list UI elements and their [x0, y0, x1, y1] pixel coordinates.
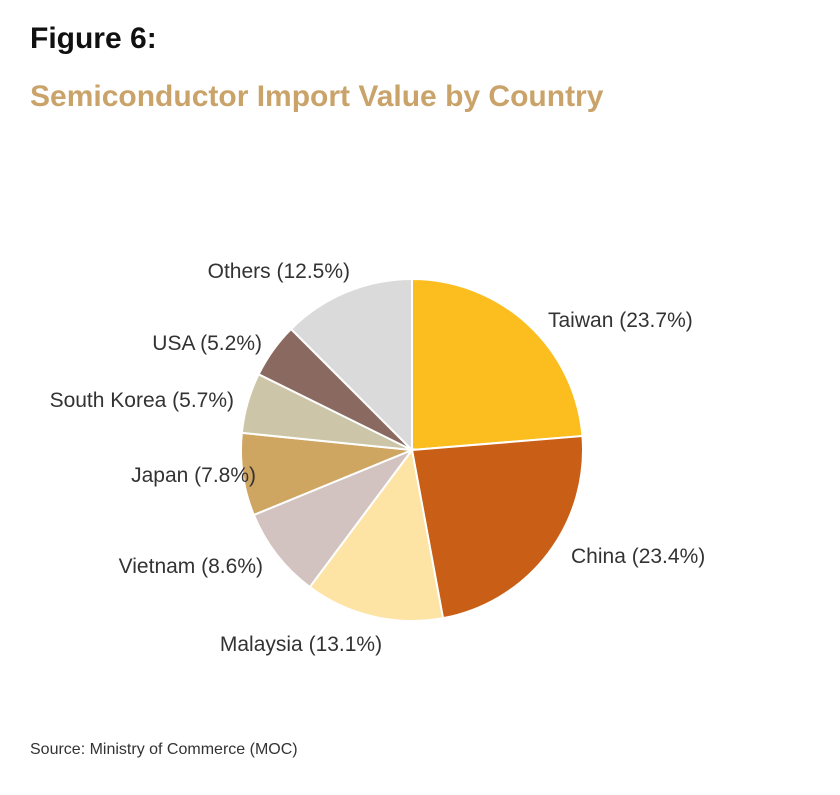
slice-label-japan: Japan (7.8%) — [131, 464, 256, 487]
slice-label-malaysia: Malaysia (13.1%) — [220, 633, 382, 656]
pie-chart: Taiwan (23.7%) China (23.4%) Malaysia (13.… — [50, 260, 706, 656]
pie-slice-others — [289, 277, 413, 453]
pie-slices — [240, 277, 584, 622]
slice-label-others: Others (12.5%) — [208, 260, 350, 283]
pie-slice-vietnam — [252, 447, 415, 589]
slice-label-south-korea: South Korea (5.7%) — [50, 389, 234, 412]
source-note: Source: Ministry of Commerce (MOC) — [30, 741, 298, 758]
pie-slice-taiwan — [411, 277, 584, 452]
slice-label-china: China (23.4%) — [571, 545, 705, 568]
pie-slice-malaysia — [308, 447, 445, 622]
pie-slice-china — [410, 434, 584, 620]
pie-labels: Taiwan (23.7%) China (23.4%) Malaysia (13.… — [50, 260, 706, 656]
slice-label-usa: USA (5.2%) — [152, 332, 262, 355]
chart-title: Semiconductor Import Value by Country — [30, 80, 604, 113]
figure-number: Figure 6: — [30, 22, 157, 55]
slice-label-taiwan: Taiwan (23.7%) — [548, 309, 693, 332]
slice-label-vietnam: Vietnam (8.6%) — [119, 555, 263, 578]
